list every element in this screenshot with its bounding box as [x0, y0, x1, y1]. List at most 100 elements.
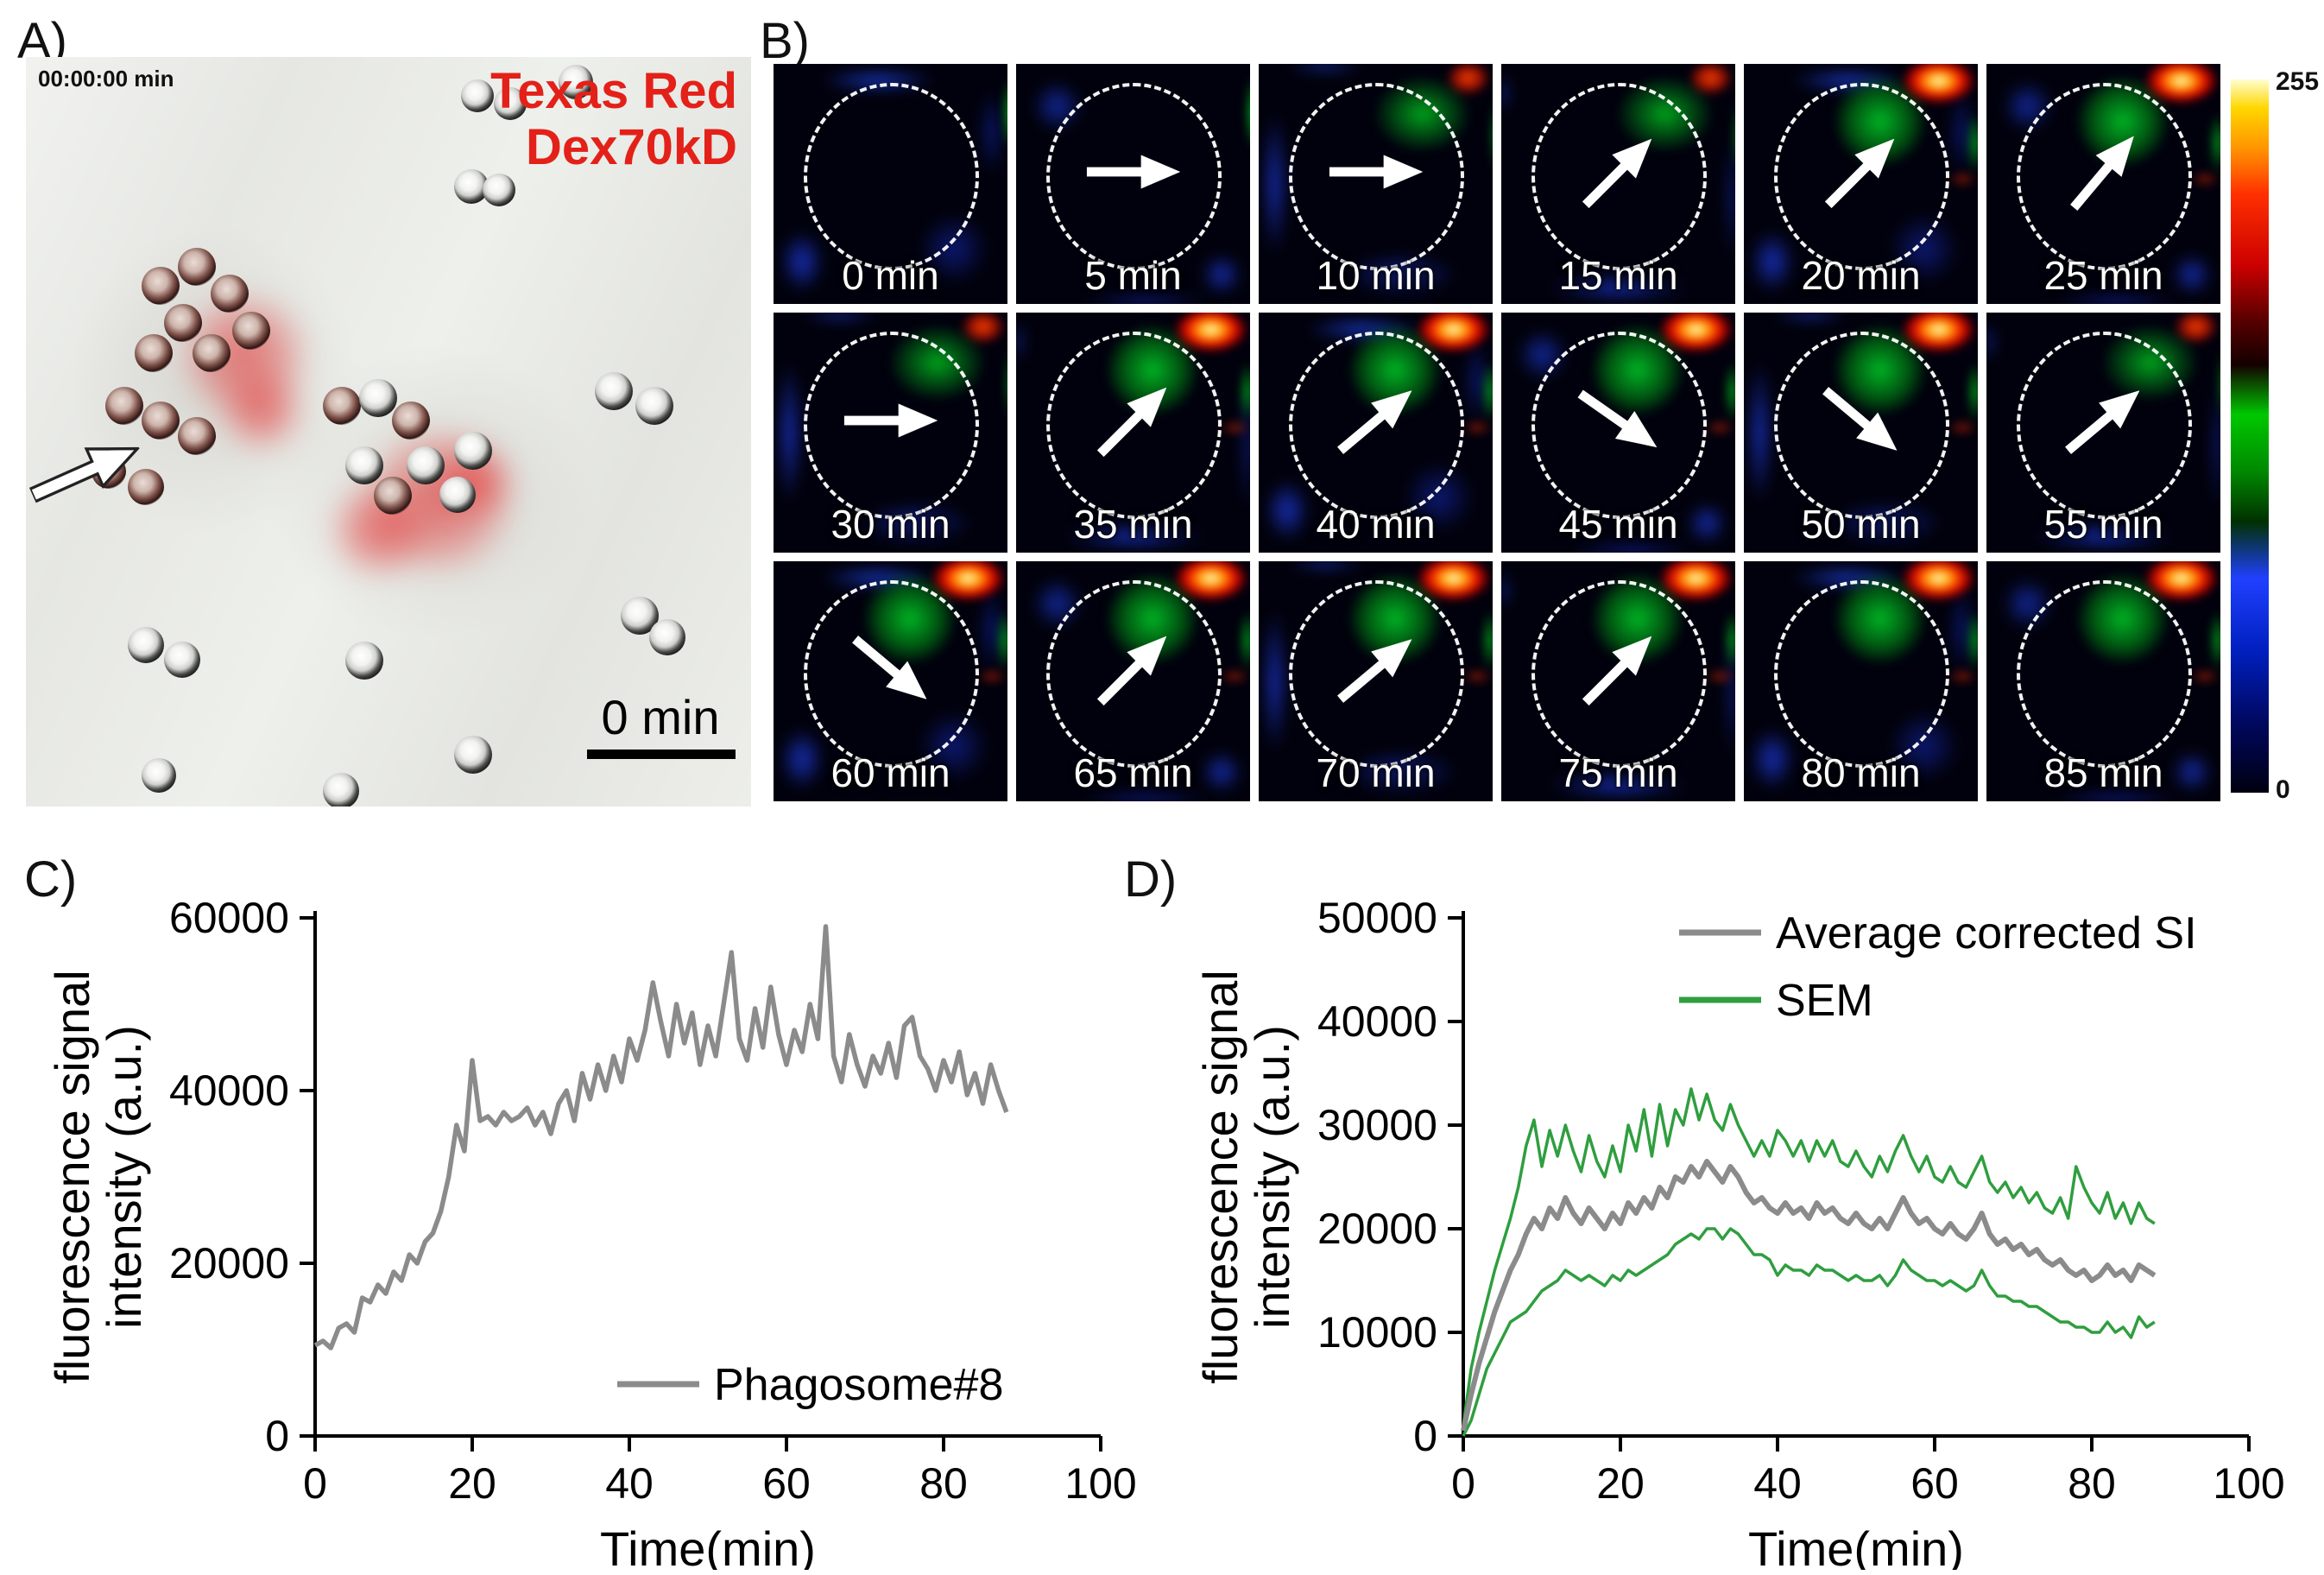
frame-time-label: 10 min [1316, 253, 1436, 298]
frame-time-label: 80 min [1801, 750, 1921, 795]
frame-time-label: 45 min [1558, 502, 1678, 547]
timelapse-grid: 0 min 5 min 10 min 15 min 20 min 25 min 30 min… [774, 64, 2220, 801]
svg-text:100: 100 [1064, 1459, 1136, 1508]
bead [439, 477, 476, 514]
micrograph-panel: 00:00:00 min Texas Red Dex70kD 0 min [26, 57, 751, 806]
bead [232, 312, 271, 351]
svg-text:40000: 40000 [1317, 997, 1437, 1046]
bead [142, 267, 180, 306]
timelapse-frame: 75 min [1501, 561, 1735, 801]
timelapse-frame: 20 min [1744, 64, 1978, 304]
scale-bar [587, 750, 736, 759]
phagosome-circle-outline [1531, 83, 1708, 270]
pointer-arrow-icon [28, 446, 141, 504]
bead [178, 248, 217, 287]
timelapse-frame: 15 min [1501, 64, 1735, 304]
direction-arrow-icon [1814, 377, 1907, 464]
timelapse-frame: 40 min [1259, 313, 1493, 553]
svg-text:fluorescence signal: fluorescence signal [1196, 970, 1247, 1383]
timelapse-frame: 65 min [1016, 561, 1250, 801]
bead [163, 304, 202, 343]
svg-text:80: 80 [2068, 1459, 2116, 1508]
phagosome-circle-outline [804, 83, 980, 270]
phagosome-circle-outline [1289, 332, 1465, 519]
frame-time-label: 30 min [830, 502, 950, 547]
bead [493, 86, 527, 120]
bead [344, 642, 383, 680]
stain-line-1: Texas Red [490, 63, 737, 119]
phagosome-circle-outline [1046, 580, 1222, 768]
direction-arrow-icon [843, 626, 937, 712]
svg-text:60: 60 [1910, 1459, 1959, 1508]
direction-arrow-icon [2061, 125, 2147, 218]
svg-text:SEM: SEM [1776, 976, 1873, 1026]
stain-line-2: Dex70kD [525, 118, 737, 175]
bead [407, 446, 445, 485]
svg-text:Average corrected SI: Average corrected SI [1776, 908, 2197, 958]
direction-arrow-icon [1088, 624, 1178, 714]
frame-time-label: 5 min [1084, 253, 1182, 298]
chart-svg: 0 20000 40000 60000 0 20 40 60 80 100 Time(min) flu… [45, 894, 1137, 1575]
phagosome-circle-outline [1531, 332, 1708, 519]
svg-text:Time(min): Time(min) [1748, 1521, 1964, 1570]
bead [193, 334, 231, 373]
direction-arrow-icon [2056, 377, 2150, 464]
timestamp-label: 00:00:00 min [38, 66, 174, 92]
direction-arrow-icon [1329, 377, 1422, 464]
direction-arrow-icon [1816, 127, 1905, 217]
svg-text:100: 100 [2213, 1459, 2284, 1508]
bead [135, 334, 173, 373]
svg-text:50000: 50000 [1317, 894, 1437, 942]
phagosome-circle-outline [1774, 332, 1950, 519]
bead [344, 446, 383, 485]
colorbar [2231, 79, 2269, 793]
phagosome-circle-outline [2017, 83, 2193, 270]
direction-arrow-icon [1573, 127, 1663, 217]
bead [635, 386, 673, 425]
direction-arrow-icon [1088, 376, 1178, 465]
bead [559, 64, 594, 99]
frame-time-label: 75 min [1558, 750, 1678, 795]
panel-b-label: B) [760, 13, 810, 69]
frame-time-label: 0 min [842, 253, 939, 298]
bead [142, 757, 177, 793]
stain-label: Texas Red Dex70kD [490, 63, 737, 176]
bead [142, 402, 180, 440]
timelapse-frame: 30 min [774, 313, 1007, 553]
timelapse-frame: 60 min [774, 561, 1007, 801]
svg-text:0: 0 [1413, 1412, 1437, 1460]
bead [323, 386, 362, 425]
frame-time-label: 85 min [2043, 750, 2163, 795]
bead [105, 386, 144, 425]
direction-arrow-icon [843, 403, 938, 438]
frame-time-label: 35 min [1073, 502, 1193, 547]
frame-time-label: 70 min [1316, 750, 1436, 795]
timelapse-frame: 80 min [1744, 561, 1978, 801]
svg-text:intensity (a.u.): intensity (a.u.) [1245, 1025, 1299, 1329]
frame-time-label: 40 min [1316, 502, 1436, 547]
panel-d-label: D) [1124, 851, 1178, 908]
phagosome-circle-outline [804, 332, 980, 519]
red-fluorescence-patch [214, 371, 310, 448]
phagosome-circle-outline [1289, 580, 1465, 768]
timelapse-frame: 10 min [1259, 64, 1493, 304]
svg-text:40: 40 [1753, 1459, 1802, 1508]
bead [127, 626, 164, 663]
frame-time-label: 15 min [1558, 253, 1678, 298]
phagosome-circle-outline [1774, 83, 1950, 270]
direction-arrow-icon [1570, 380, 1666, 461]
scale-time-label: 0 min [601, 690, 720, 744]
svg-text:Time(min): Time(min) [600, 1521, 816, 1570]
svg-text:20000: 20000 [169, 1239, 289, 1287]
timelapse-frame: 0 min [774, 64, 1007, 304]
frame-time-label: 25 min [2043, 253, 2163, 298]
colorbar-min-label: 0 [2276, 775, 2290, 804]
svg-text:fluorescence signal: fluorescence signal [47, 970, 99, 1383]
bead [453, 432, 492, 470]
phagosome-circle-outline [1046, 83, 1222, 270]
chart-average-sem: 0 10000 20000 30000 40000 50000 0 20 40 60 80 100 Ti… [1193, 879, 2292, 1575]
svg-text:0: 0 [1451, 1459, 1475, 1508]
svg-text:10000: 10000 [1317, 1308, 1437, 1357]
svg-text:Phagosome#8: Phagosome#8 [714, 1360, 1003, 1410]
direction-arrow-icon [1329, 155, 1423, 189]
